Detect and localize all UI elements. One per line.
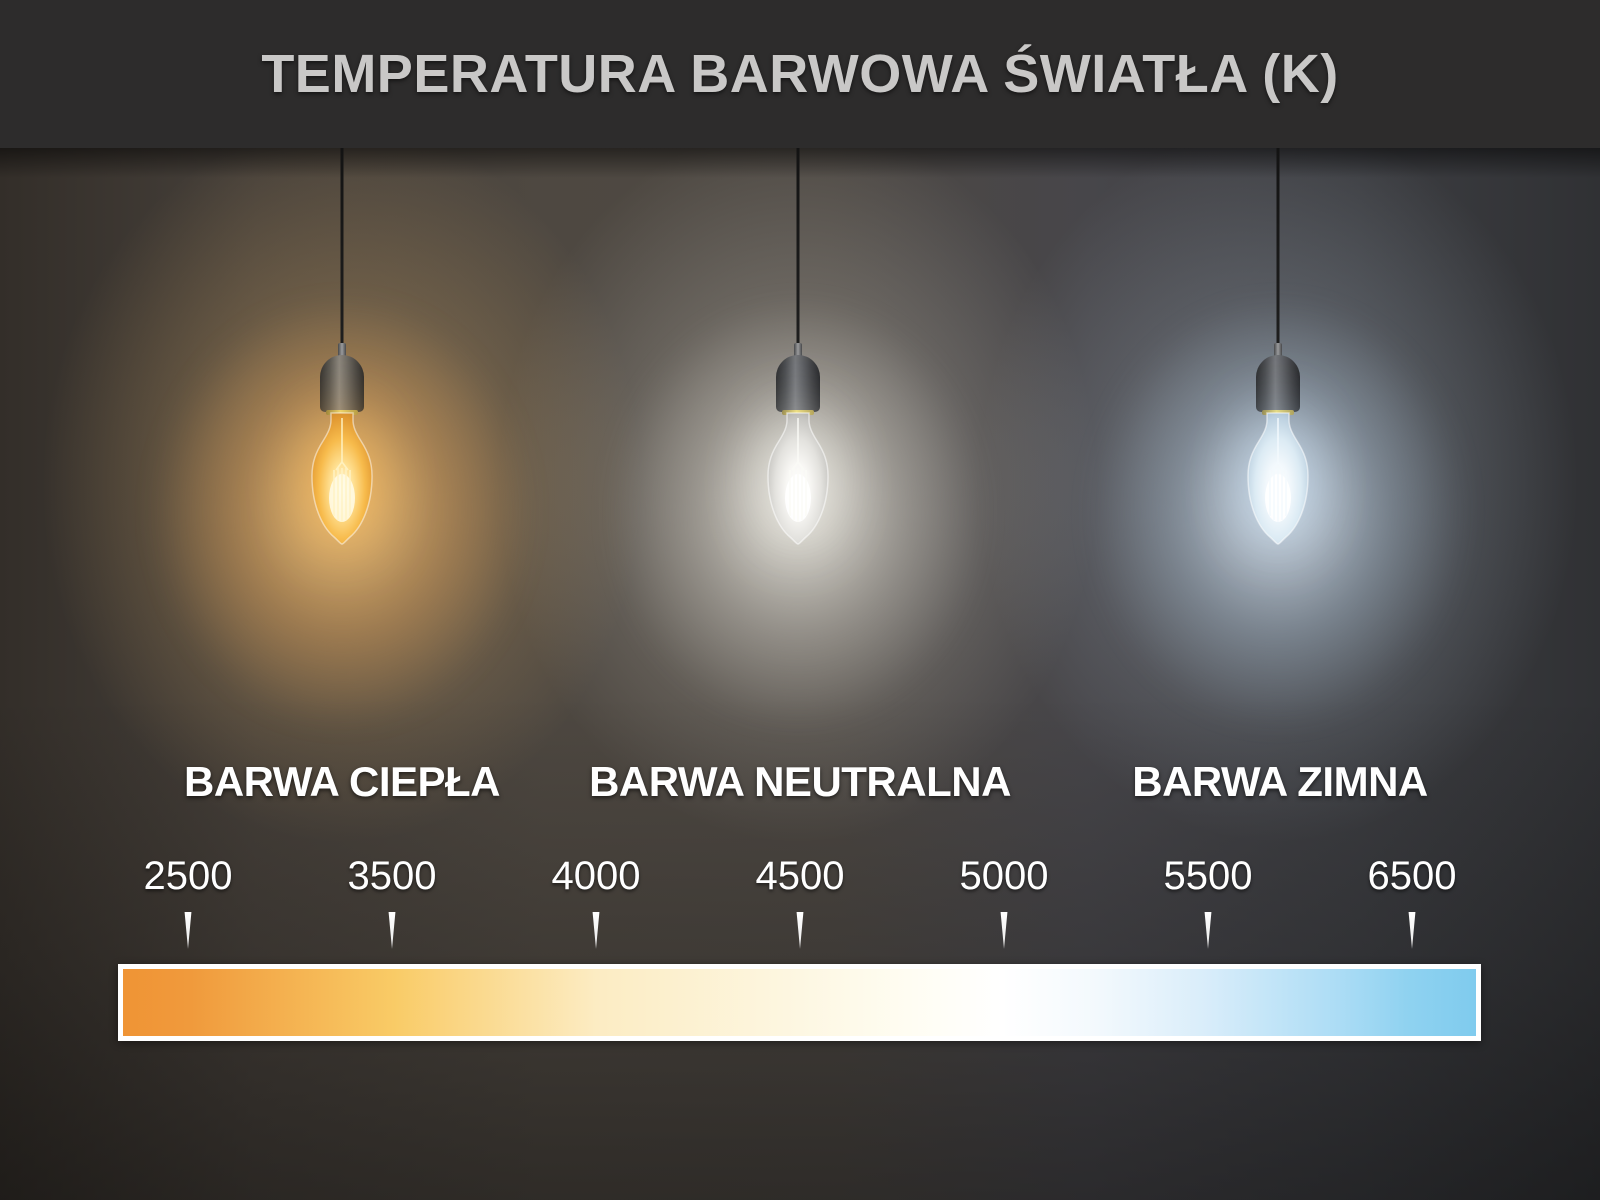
edison-bulb-neutral-icon [767,412,829,545]
tick-6500: 6500 [1367,854,1457,898]
label-barwa-neutralna: BARWA NEUTRALNA [589,758,1011,805]
edison-bulb-cold-icon [1247,412,1309,545]
label-barwa-ciepla: BARWA CIEPŁA [183,758,501,805]
pendant-cord [796,148,800,356]
page-title: TEMPERATURA BARWOWA ŚWIATŁA (K) [261,44,1339,104]
pendant-cord [340,148,344,356]
tick-4500: 4500 [755,854,845,898]
cord-connector [1274,343,1282,358]
cord-connector [794,343,802,358]
pendant-cord [1276,148,1280,356]
lamp-socket [320,355,364,412]
tick-5500: 5500 [1163,854,1253,898]
temperature-gradient-bar [118,964,1481,1041]
tick-marker-icon [1408,912,1416,949]
tick-2500: 2500 [143,854,233,898]
tick-marker-icon [184,912,192,949]
cord-connector [338,343,346,358]
tick-marker-icon [388,912,396,949]
temperature-gradient-fill [123,969,1476,1036]
tick-4000: 4000 [551,854,641,898]
tick-5000: 5000 [959,854,1049,898]
tick-marker-icon [1000,912,1008,949]
tick-marker-icon [796,912,804,949]
edison-bulb-warm-icon [311,412,373,545]
label-barwa-zimna: BARWA ZIMNA [1132,758,1428,805]
background-wall [0,148,1600,1200]
title-bar: TEMPERATURA BARWOWA ŚWIATŁA (K) [0,0,1600,148]
tick-marker-icon [592,912,600,949]
tick-marker-icon [1204,912,1212,949]
tick-3500: 3500 [347,854,437,898]
lamp-socket [1256,355,1300,412]
lamp-socket [776,355,820,412]
